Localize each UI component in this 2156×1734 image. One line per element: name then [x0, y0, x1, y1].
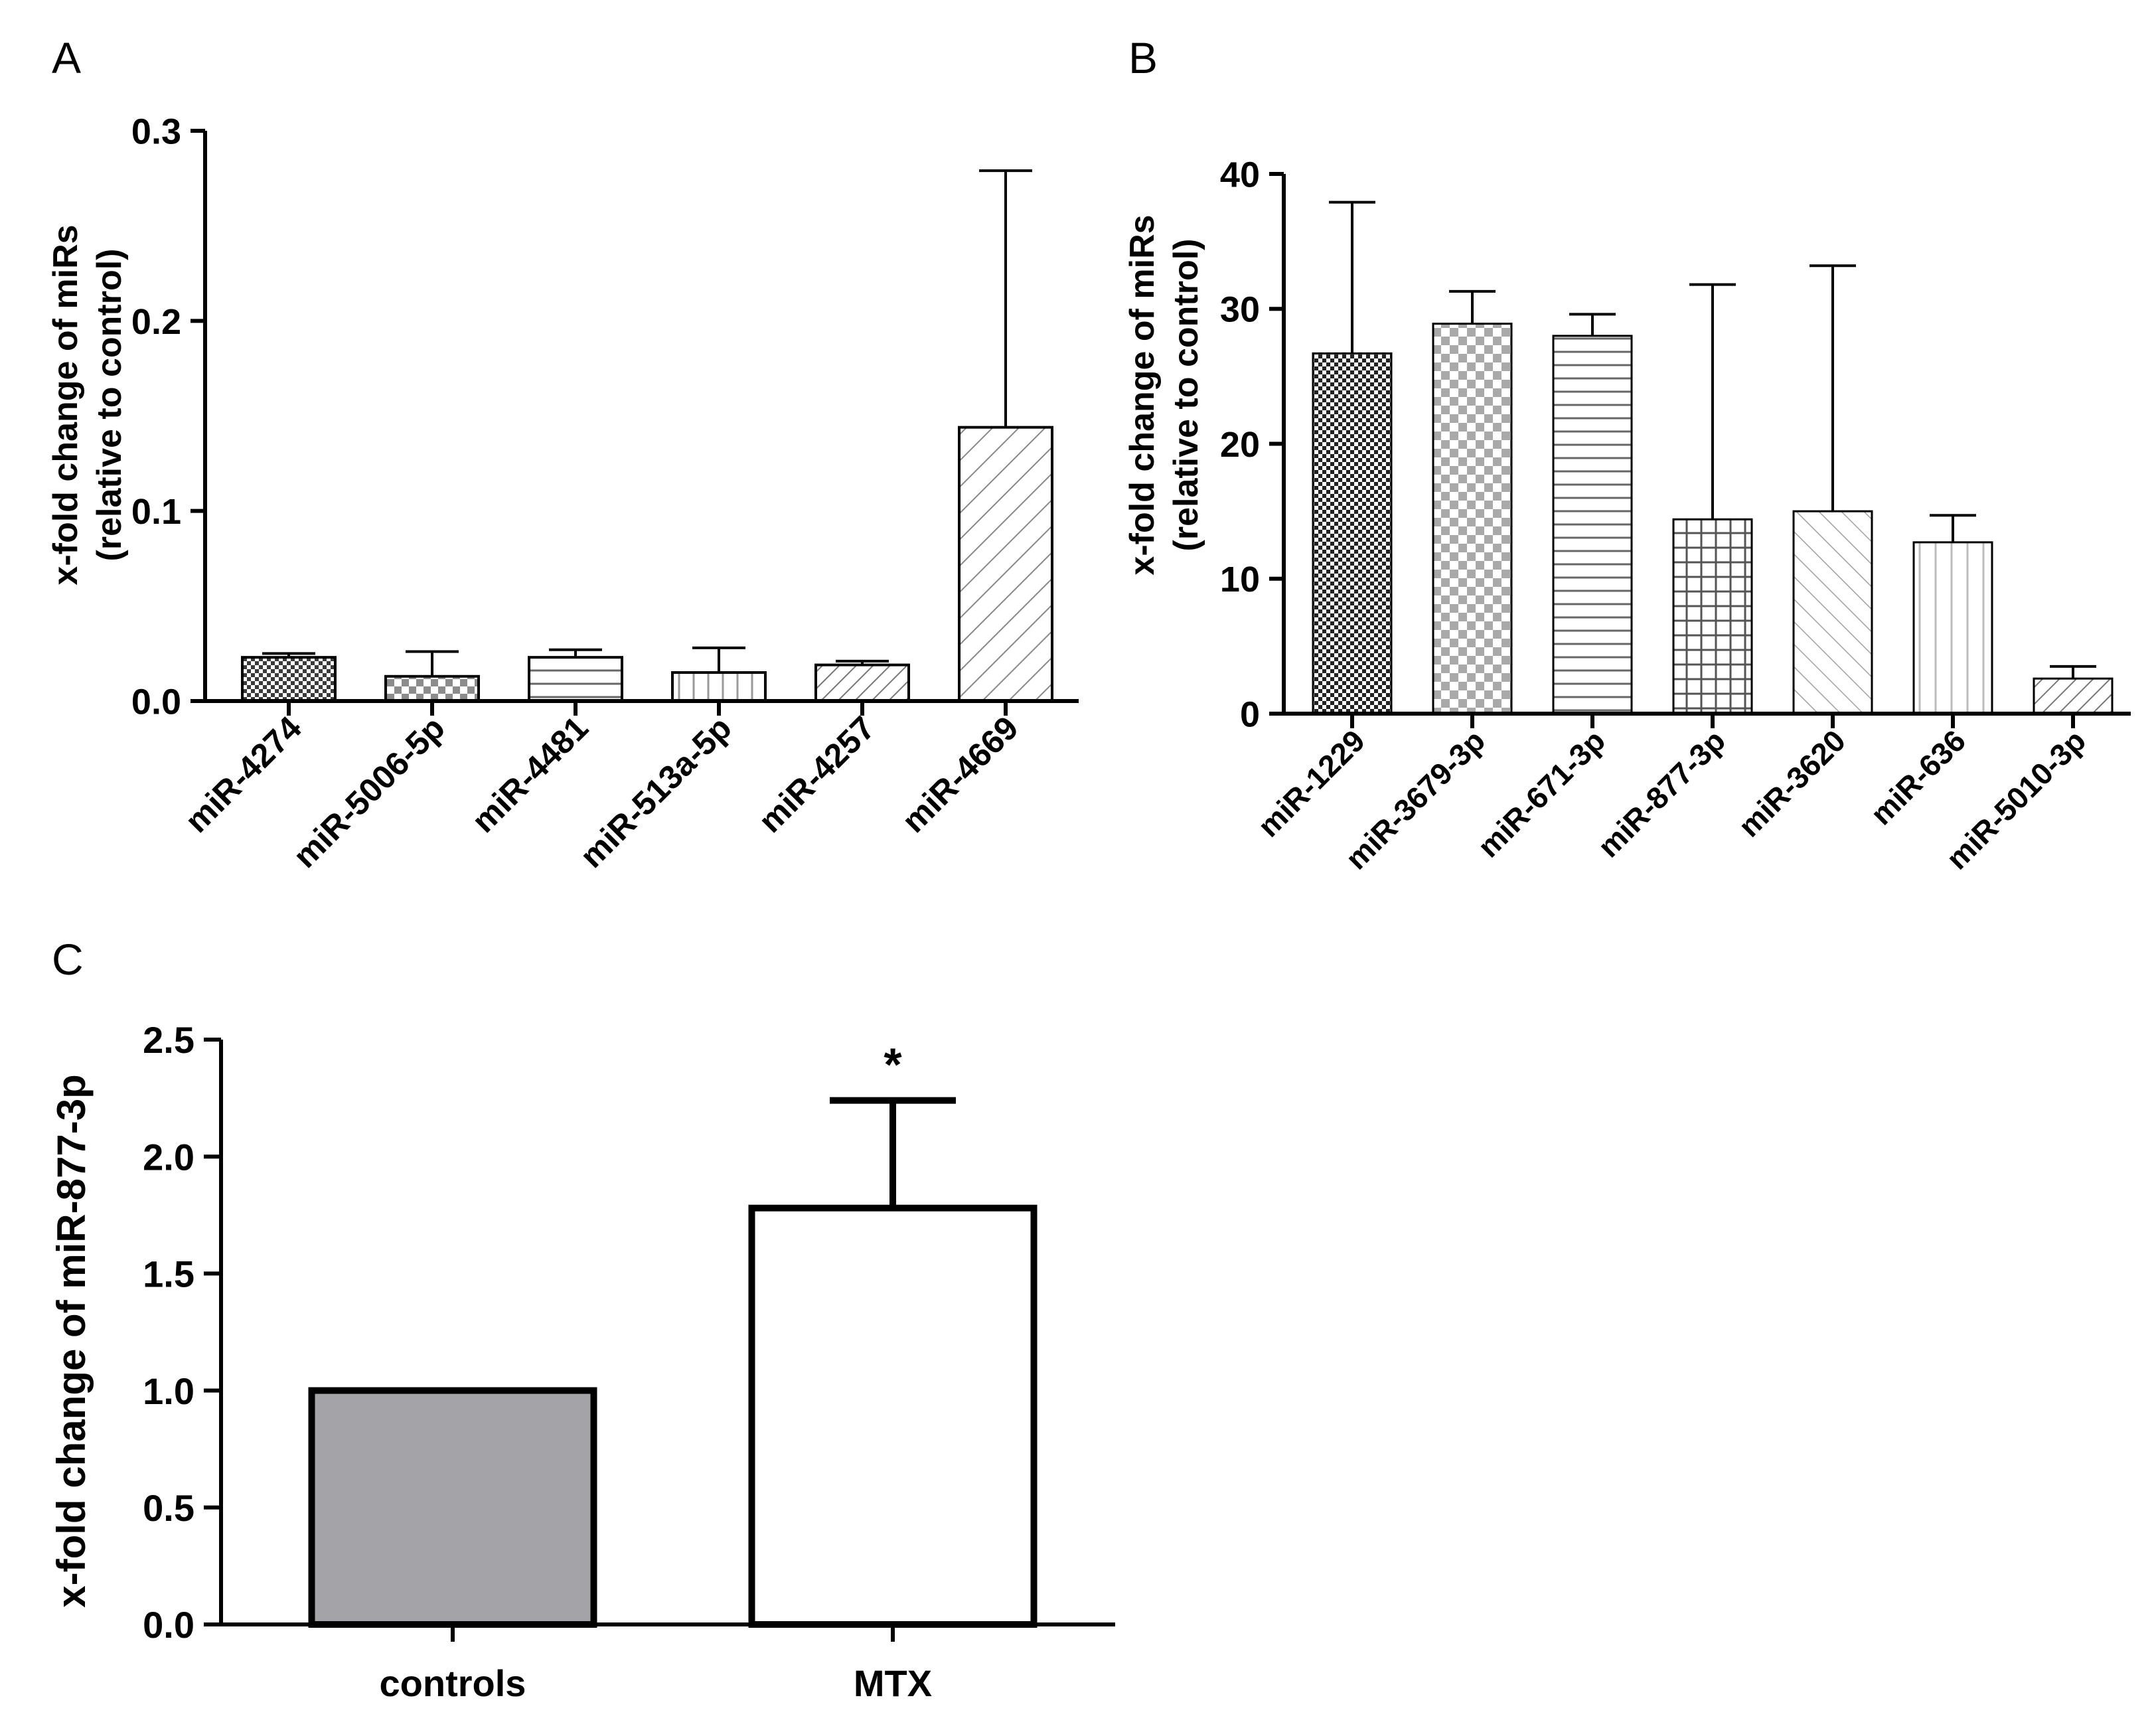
panel-b-y-axis: 0 10 20 30 40	[1220, 155, 1286, 734]
panel-b-ylabel-line-1: x-fold change of miRs	[1123, 214, 1162, 575]
panel-a-letter: A	[52, 33, 81, 82]
panel-c-x-tick-label: MTX	[854, 1662, 932, 1704]
panel-b-y-tick-label: 30	[1220, 290, 1260, 330]
panel-a-bars	[241, 169, 1053, 703]
panel-b-x-tick-label: miR-3620	[1732, 723, 1852, 843]
panel-b-x-tick-label: miR-636	[1864, 723, 1972, 831]
panel-c-x-tick-label: controls	[380, 1662, 526, 1704]
panel-a-bar	[814, 663, 910, 703]
panel-b-x-tick-label: miR-877-3p	[1591, 723, 1732, 864]
panel-b-y-tick-label: 40	[1220, 155, 1260, 195]
panel-b-bar	[2033, 677, 2114, 715]
panel-b-y-tick-label: 20	[1220, 425, 1260, 465]
panel-a-bar	[958, 426, 1053, 702]
panel-b-bar	[1792, 510, 1873, 715]
panel-c-y-axis: 0.0 0.5 1.0 1.5 2.0 2.5	[143, 1019, 223, 1646]
panel-a-bar	[671, 671, 767, 702]
panel-a-ylabel-line-1: x-fold change of miRs	[46, 224, 85, 585]
panel-c-bars: *	[308, 1039, 1038, 1628]
panel-c-y-tick-label: 2.0	[143, 1136, 194, 1178]
panel-b-bars	[1312, 200, 2114, 715]
panel-c-letter: C	[52, 935, 84, 984]
panel-c-chart: x-fold change of miR-877-3p 0.0 0.5 1.0 1.5…	[49, 1019, 1115, 1704]
panel-a-y-tick-label: 0.3	[131, 112, 181, 151]
panel-a-ylabel-line-2: (relative to control)	[90, 249, 129, 562]
panel-a-bar	[241, 656, 337, 702]
panel-a-y-tick-label: 0.1	[131, 492, 181, 532]
panel-c-ylabel: x-fold change of miR-877-3p	[49, 1074, 94, 1607]
panel-b-chart: x-fold change of miRs (relative to contr…	[1123, 155, 2131, 876]
panel-b-bar	[1912, 541, 1993, 715]
panel-b-y-tick-label: 0	[1240, 694, 1260, 734]
panel-b-letter: B	[1128, 33, 1158, 82]
panel-a-y-axis: 0.0 0.1 0.2 0.3	[131, 112, 207, 722]
panel-c-y-tick-label: 1.0	[143, 1370, 194, 1412]
panel-a-x-tick-label: miR-4669	[895, 709, 1026, 840]
panel-a-bar	[384, 674, 480, 703]
panel-b-bar	[1552, 335, 1633, 715]
panel-a-bar	[528, 656, 623, 702]
panel-b-y-tick-label: 10	[1220, 560, 1260, 599]
panel-a-x-tick-label: miR-5006-5p	[286, 709, 452, 875]
panel-c-y-tick-label: 2.5	[143, 1019, 194, 1061]
panel-a-x-tick-label: miR-4481	[465, 709, 595, 840]
panel-b-bar	[1432, 323, 1513, 715]
panel-b-x-tick-label: miR-1229	[1251, 723, 1371, 843]
panel-a-x-tick-label: miR-4274	[178, 709, 309, 840]
panel-a-x-tick-label: miR-4257	[751, 709, 882, 840]
panel-b-bar	[1672, 518, 1753, 715]
panel-c-bar	[308, 1387, 597, 1628]
panel-a-y-tick-label: 0.2	[131, 302, 181, 342]
panel-c-significance-star: *	[884, 1039, 902, 1091]
panel-b-ylabel-line-2: (relative to control)	[1167, 239, 1205, 552]
panel-c-y-tick-label: 1.5	[143, 1253, 194, 1295]
panel-c-x-axis: controls MTX	[219, 1622, 1115, 1704]
panel-c-y-tick-label: 0.5	[143, 1487, 194, 1529]
panel-a-chart: x-fold change of miRs (relative to contr…	[46, 112, 1079, 875]
panel-a-y-tick-label: 0.0	[131, 682, 181, 722]
panel-c-y-tick-label: 0.0	[143, 1604, 194, 1646]
panel-b-bar	[1312, 352, 1393, 715]
panel-b-x-tick-label: miR-671-3p	[1471, 723, 1612, 864]
panel-c-bar	[748, 1204, 1038, 1628]
panel-a-x-tick-label: miR-513a-5p	[573, 709, 739, 875]
